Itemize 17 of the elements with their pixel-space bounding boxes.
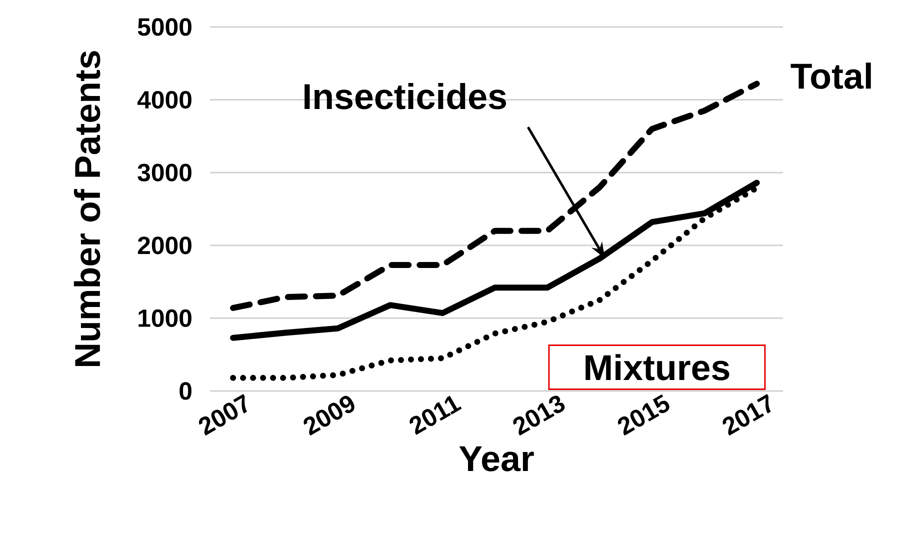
y-tick-label: 5000 <box>138 18 192 36</box>
series-label: Total <box>790 62 871 89</box>
y-axis-title: Number of Patents <box>74 51 100 366</box>
x-tick-label: 2017 <box>722 394 771 436</box>
series-label: Mixtures <box>586 354 730 380</box>
y-tick-label: 1000 <box>138 309 192 328</box>
x-tick-label: 2013 <box>513 396 565 436</box>
x-tick-label: 2007 <box>198 394 248 436</box>
y-tick-label: 0 <box>180 382 192 400</box>
y-tick-label: 2000 <box>138 236 192 254</box>
x-tick-label: 2011 <box>410 396 462 435</box>
x-axis-title: Year <box>459 446 534 472</box>
y-tick-label: 3000 <box>138 164 192 182</box>
x-tick-label: 2015 <box>618 394 670 436</box>
x-tick-label: 2009 <box>304 396 354 436</box>
text: Insecticides <box>304 82 506 110</box>
y-tick-label: 4000 <box>137 90 192 109</box>
